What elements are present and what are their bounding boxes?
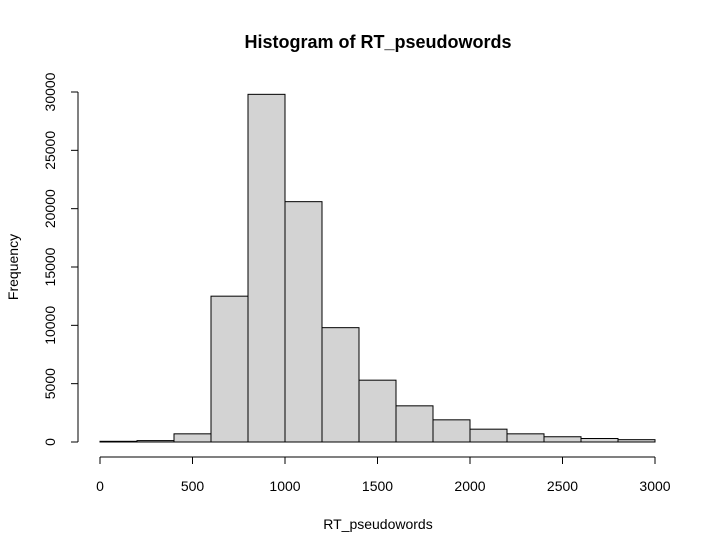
x-tick-label: 3000 (639, 478, 670, 494)
histogram-bar (469, 428, 508, 443)
y-tick-label: 15000 (42, 247, 58, 286)
histogram-bar (358, 379, 397, 443)
y-axis-label: Frequency (5, 234, 21, 300)
y-tick-label: 10000 (42, 306, 58, 345)
histogram-bar (210, 295, 249, 443)
chart-title: Histogram of RT_pseudowords (244, 32, 511, 52)
histogram-bar (136, 440, 175, 443)
x-tick-label: 500 (181, 478, 205, 494)
x-tick-label: 1000 (269, 478, 300, 494)
histogram-bar (173, 433, 212, 443)
histogram-bar (543, 436, 582, 443)
x-tick-label: 1500 (362, 478, 393, 494)
histogram-bar (284, 201, 323, 443)
y-tick-label: 30000 (42, 72, 58, 111)
x-axis-label: RT_pseudowords (323, 516, 432, 532)
histogram-bar (247, 93, 286, 443)
x-tick-label: 2500 (547, 478, 578, 494)
histogram-bar (506, 433, 545, 443)
histogram-bar (99, 440, 138, 443)
y-axis: 0 5000 10000 15000 20000 25000 30000 (42, 72, 79, 446)
bars-group (99, 93, 656, 443)
histogram-bar (432, 419, 471, 443)
y-tick-label: 25000 (42, 131, 58, 170)
histogram-bar (321, 327, 360, 443)
y-tick-label: 20000 (42, 189, 58, 228)
y-tick-label: 5000 (42, 368, 58, 399)
histogram-bar (580, 438, 619, 443)
x-tick-label: 2000 (454, 478, 485, 494)
y-tick-label: 0 (42, 438, 58, 446)
x-axis: 0 500 1000 1500 2000 2500 3000 (96, 456, 671, 494)
histogram-bar (617, 439, 656, 443)
histogram-bar (395, 405, 434, 443)
x-tick-label: 0 (96, 478, 104, 494)
